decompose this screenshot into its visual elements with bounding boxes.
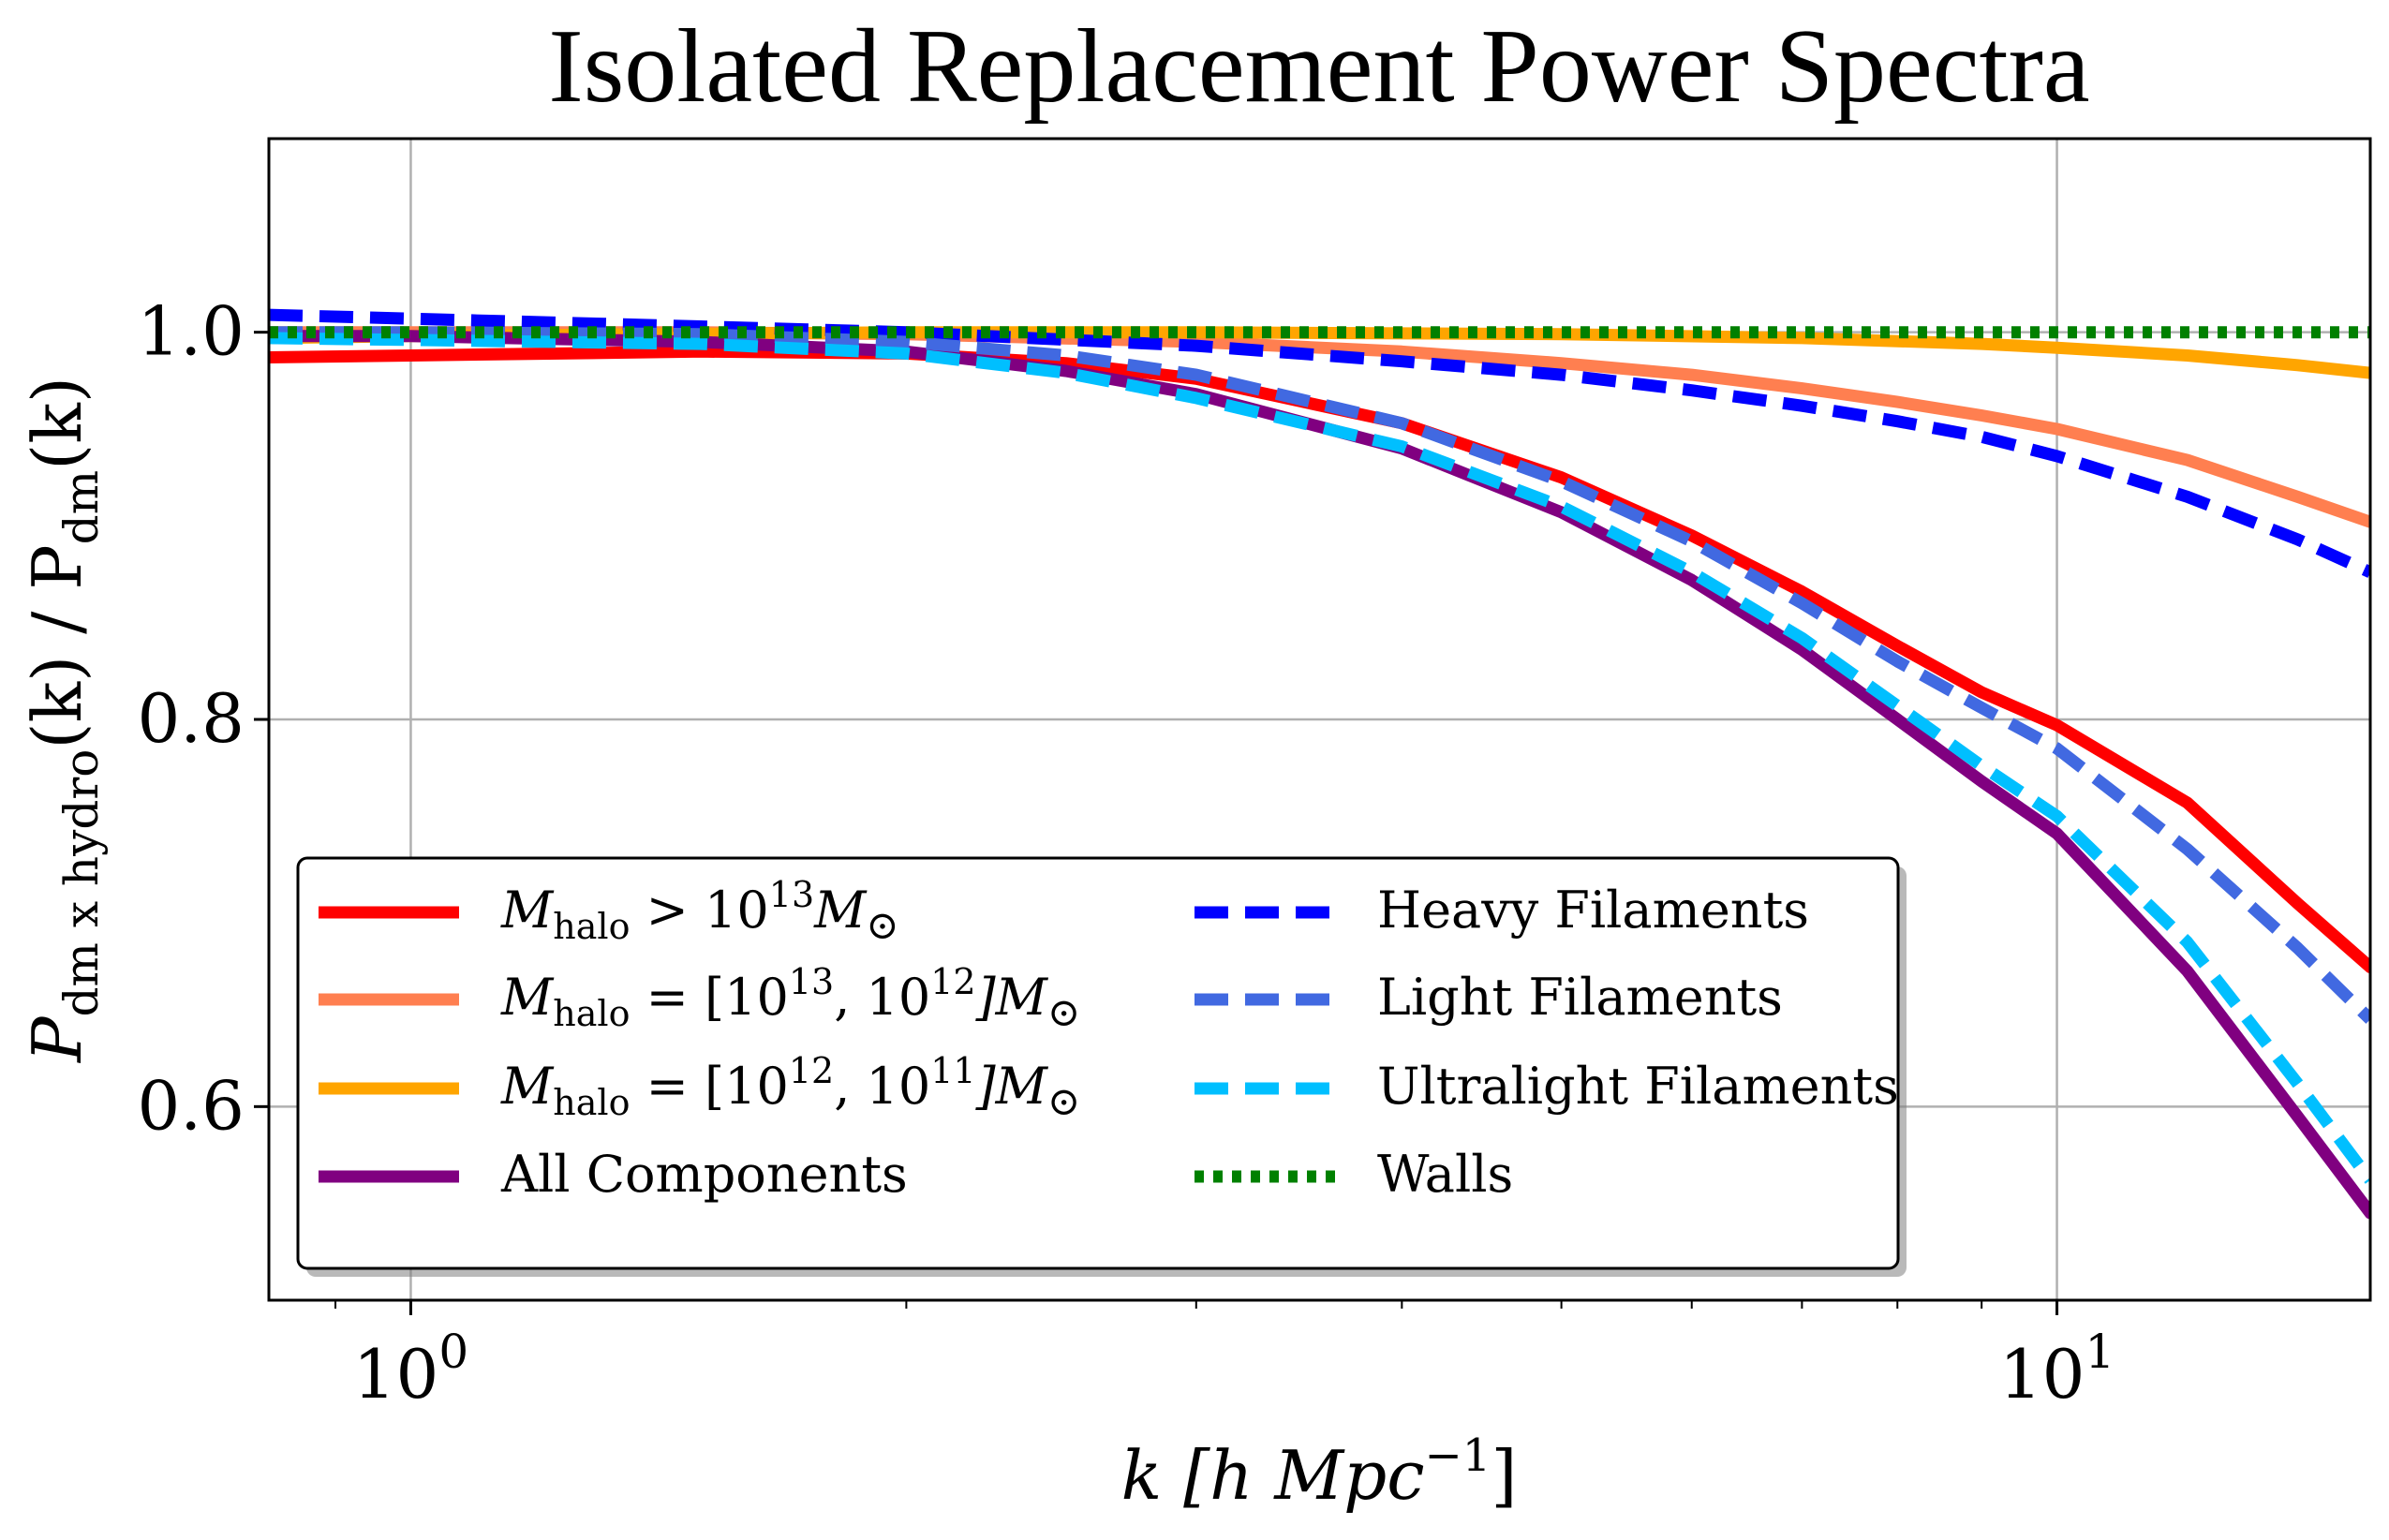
legend-label-5: Light Filaments (1377, 968, 1783, 1027)
series-line-5 (269, 326, 2370, 1024)
y-tick-label-0: 0.6 (137, 1066, 245, 1145)
legend-label-6: Ultralight Filaments (1377, 1057, 1899, 1116)
series-line-4 (269, 308, 2370, 578)
legend-label-7: Walls (1377, 1145, 1513, 1204)
x-tick-label-0: 100 (353, 1325, 468, 1414)
legend: Mhalo > 1013M⊙ Mhalo = [1013, 1012]M⊙ Mhal… (296, 856, 1907, 1277)
series-lines (269, 308, 2370, 1220)
y-tick-label-1: 0.8 (137, 679, 245, 758)
x-tick-label-1: 101 (1999, 1325, 2114, 1414)
legend-label-0: Mhalo > 1013M⊙ (500, 874, 899, 948)
legend-label-1: Mhalo = [1013, 1012]M⊙ (500, 961, 1080, 1035)
axis-ticks: 100 101 0.6 0.8 1.0 (137, 292, 2114, 1414)
y-axis-label: Pdm x hydro(k) / Pdm(k) (18, 377, 109, 1064)
legend-box (296, 856, 1900, 1270)
legend-label-3: All Components (500, 1145, 908, 1204)
chart-title: Isolated Replacement Power Spectra (548, 8, 2089, 125)
legend-label-2: Mhalo = [1012, 1011]M⊙ (500, 1050, 1080, 1124)
legend-label-4: Heavy Filaments (1377, 881, 1809, 940)
series-line-6 (269, 332, 2370, 1184)
x-axis-label: k [h Mpc−1] (1121, 1429, 1518, 1515)
y-tick-label-2: 1.0 (137, 292, 245, 371)
